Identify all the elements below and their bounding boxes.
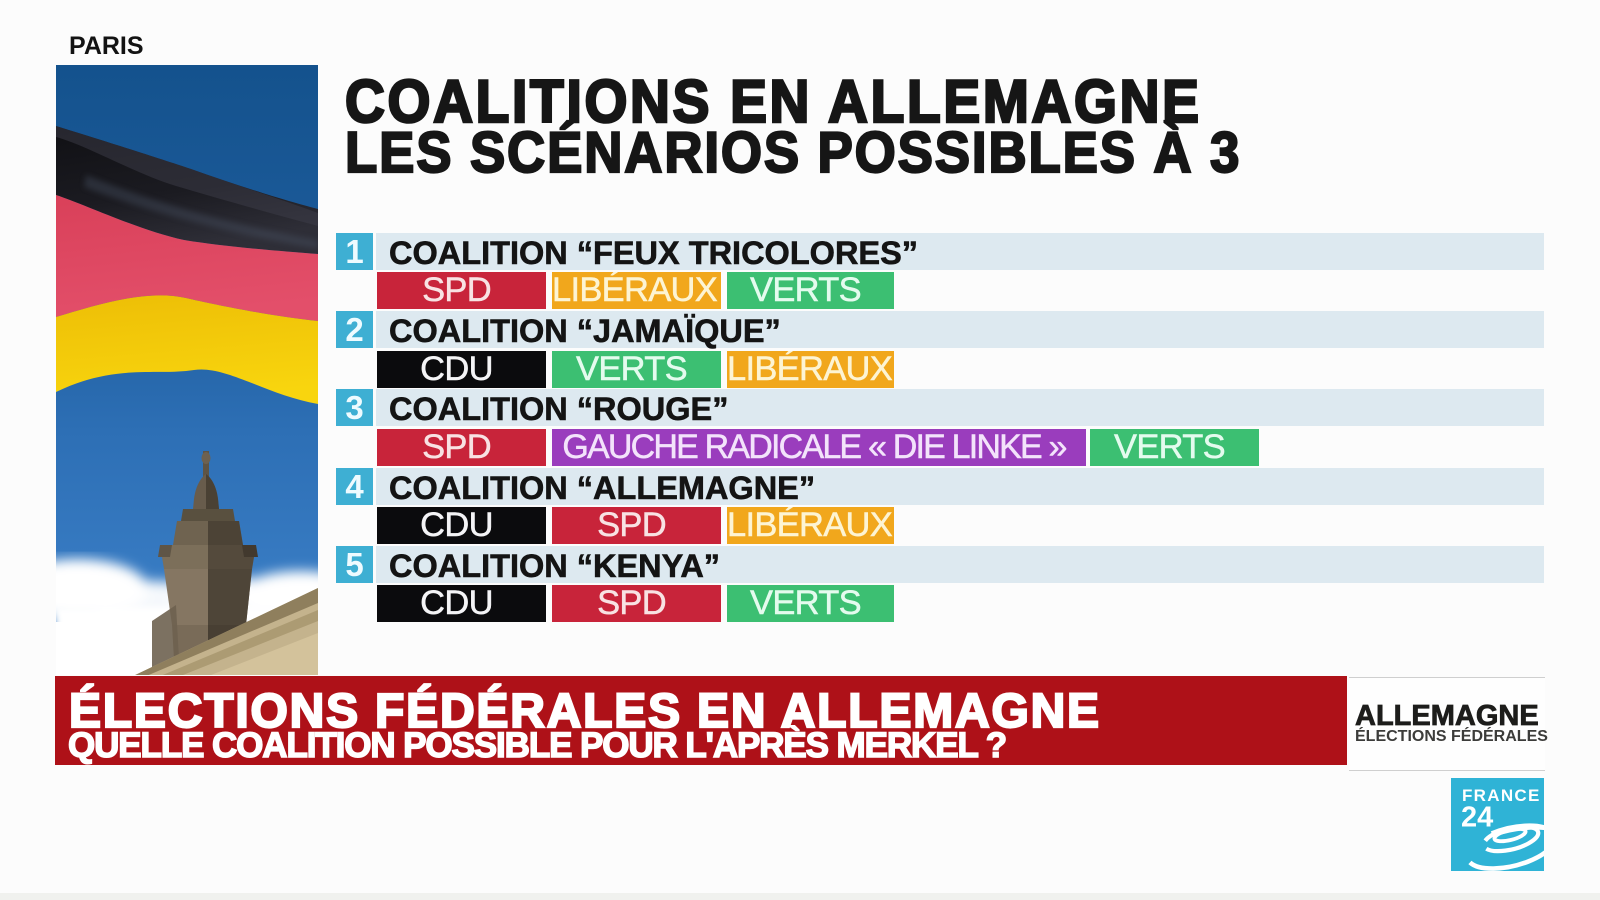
svg-text:FRANCE: FRANCE bbox=[1462, 786, 1541, 805]
svg-text:24: 24 bbox=[1461, 802, 1493, 834]
